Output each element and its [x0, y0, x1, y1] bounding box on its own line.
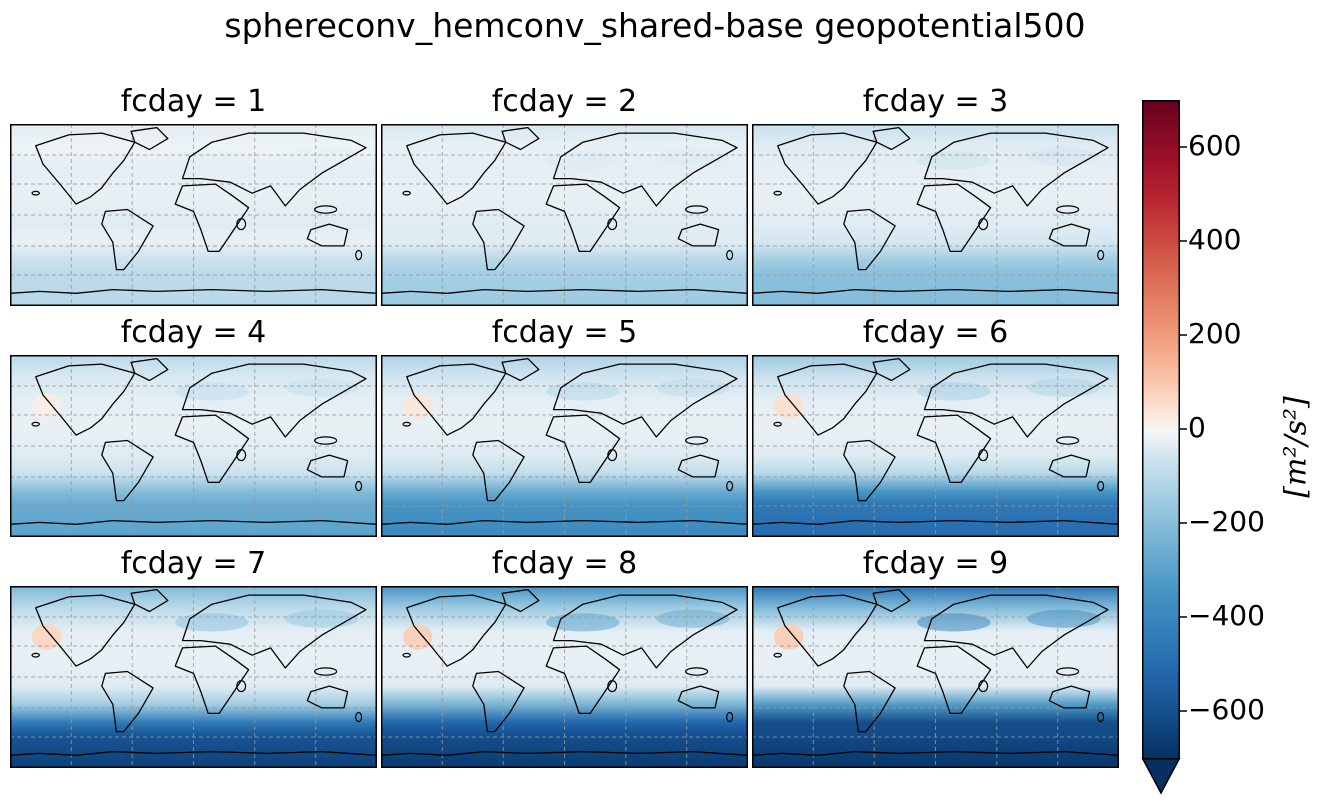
colorbar-tick-label: −200	[1188, 505, 1265, 538]
map-field	[381, 586, 748, 768]
colorbar	[1141, 100, 1187, 795]
map-panel-1: fcday = 1	[10, 84, 377, 306]
map-panel-8: fcday = 8	[381, 546, 748, 768]
map-panel-6: fcday = 6	[752, 315, 1119, 537]
panel-title: fcday = 2	[491, 84, 638, 119]
panel-title: fcday = 7	[120, 546, 267, 581]
panel-title: fcday = 6	[862, 315, 1009, 350]
map-field	[381, 124, 748, 306]
colorbar-tick-label: −600	[1188, 693, 1265, 726]
panel-title: fcday = 3	[862, 84, 1009, 119]
colorbar-tick-label: 200	[1188, 317, 1242, 350]
map-panel-2: fcday = 2	[381, 84, 748, 306]
map-field	[752, 124, 1119, 306]
map-field	[10, 586, 377, 768]
panel-title: fcday = 8	[491, 546, 638, 581]
panel-title: fcday = 5	[491, 315, 638, 350]
map-panel-3: fcday = 3	[752, 84, 1119, 306]
panel-title: fcday = 4	[120, 315, 267, 350]
map-field	[10, 124, 377, 306]
map-panel-4: fcday = 4	[10, 315, 377, 537]
figure-title: sphereconv_hemconv_shared-base geopotent…	[224, 6, 1086, 45]
colorbar-tick-label: 0	[1188, 411, 1206, 444]
map-panel-9: fcday = 9	[752, 546, 1119, 768]
map-field	[10, 355, 377, 537]
map-field	[381, 355, 748, 537]
colorbar-tick-label: 600	[1188, 129, 1242, 162]
panel-title: fcday = 1	[120, 84, 267, 119]
colorbar-tick-label: −400	[1188, 599, 1265, 632]
map-panel-7: fcday = 7	[10, 546, 377, 768]
colorbar-label: [m²/s²]	[1278, 396, 1314, 498]
map-panel-5: fcday = 5	[381, 315, 748, 537]
map-field	[752, 586, 1119, 768]
colorbar-tick-label: 400	[1188, 223, 1242, 256]
map-field	[752, 355, 1119, 537]
panel-title: fcday = 9	[862, 546, 1009, 581]
